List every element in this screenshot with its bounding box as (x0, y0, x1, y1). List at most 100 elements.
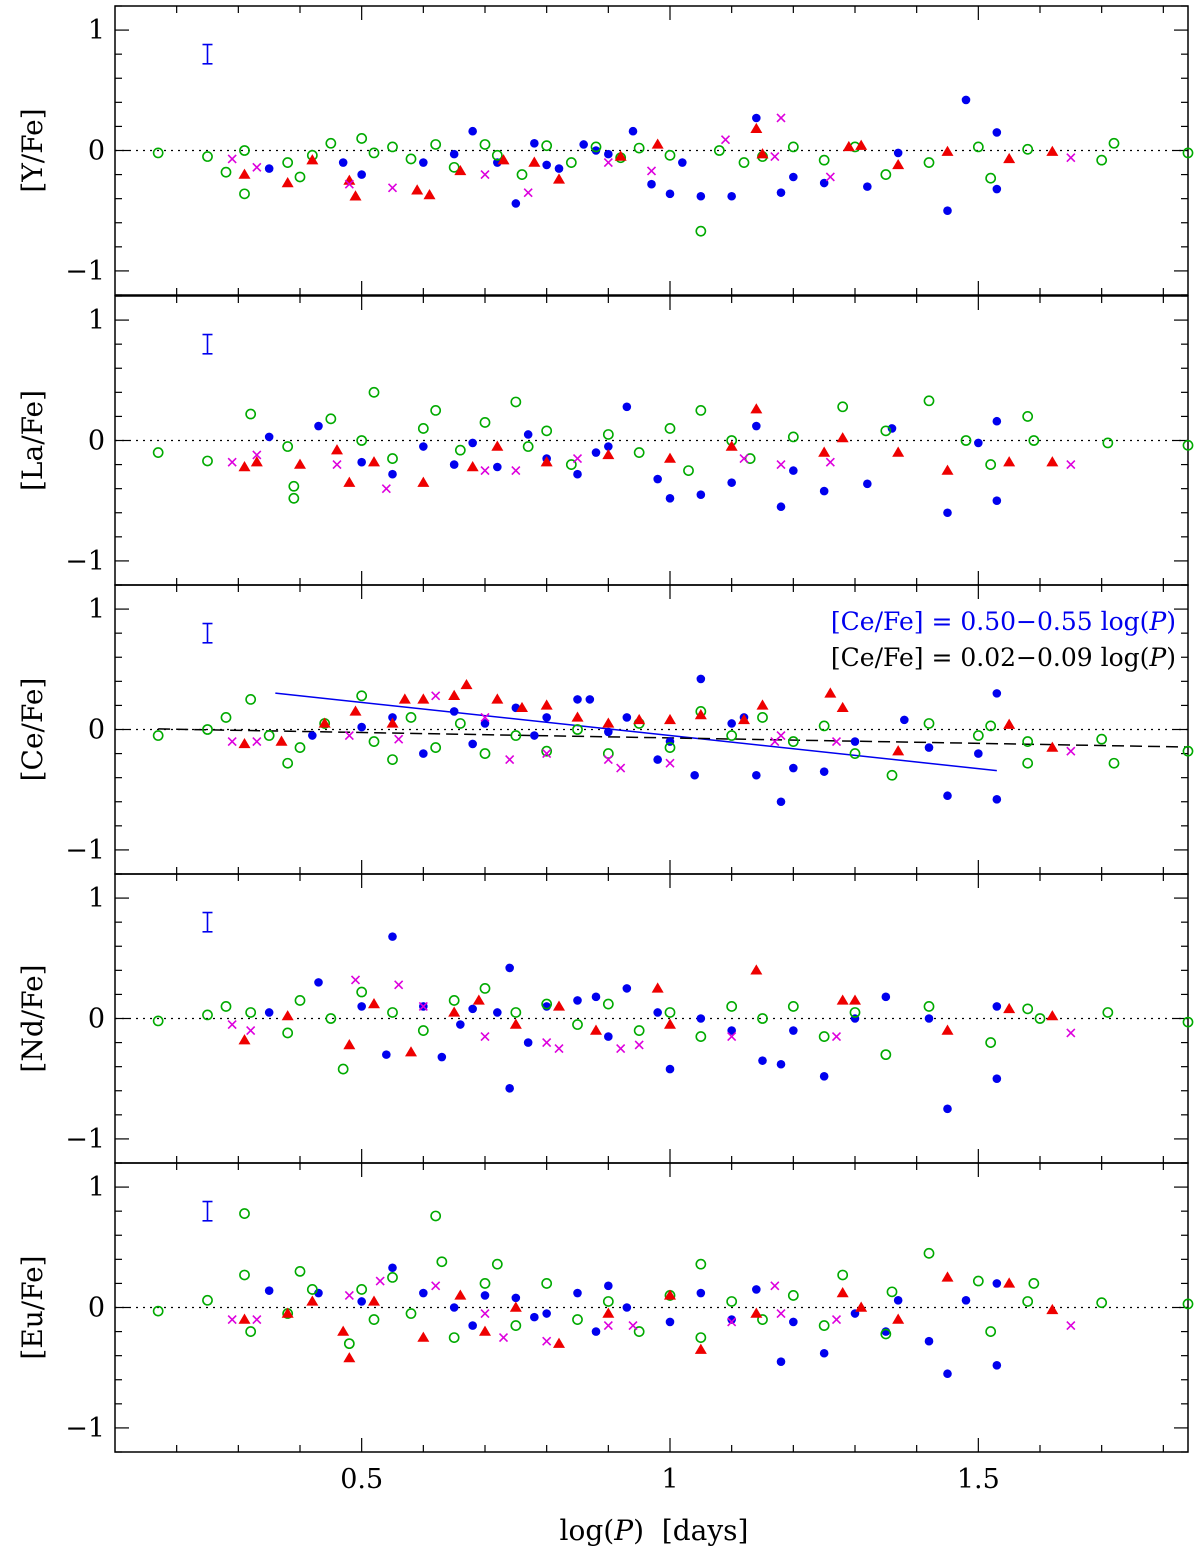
equation-prefix: [Ce/Fe] = 0.02−0.09 log( (831, 643, 1150, 672)
data-point-red (1003, 456, 1016, 467)
data-point-green (849, 1007, 861, 1018)
data-point-magenta (1066, 460, 1076, 470)
data-point-blue (456, 1020, 465, 1029)
data-point-blue (523, 1038, 533, 1047)
data-point-blue (449, 460, 459, 469)
panel-0: −1 0 1 [Y/Fe] (16, 5, 1194, 296)
data-point-green (448, 1332, 460, 1344)
data-point-red (590, 1024, 602, 1035)
data-point-blue (992, 1361, 1002, 1370)
data-point-green (985, 459, 997, 470)
data-point-green (960, 435, 972, 446)
data-point-magenta (227, 736, 237, 747)
data-point-red (368, 456, 380, 467)
data-point-red (553, 173, 565, 184)
data-point-blue (727, 191, 736, 201)
data-point-magenta (825, 172, 835, 182)
data-point-magenta (350, 975, 361, 985)
data-point-magenta (1066, 153, 1076, 163)
data-point-green (1028, 435, 1040, 446)
data-point-magenta (523, 188, 533, 198)
data-point-blue (992, 1074, 1002, 1084)
data-point-magenta (394, 734, 404, 744)
data-point-green (479, 417, 491, 428)
data-point-red (343, 1352, 356, 1363)
data-point-blue (480, 719, 490, 728)
y-tick-label: 0 (88, 715, 105, 746)
data-point-red (818, 446, 831, 457)
fit-equation-blue: [Ce/Fe] = 0.50−0.55 log(P) (831, 607, 1176, 636)
data-point-magenta (431, 1281, 441, 1291)
y-tick-label: −1 (65, 256, 105, 287)
data-point-green (479, 1278, 491, 1289)
data-point-red (491, 440, 504, 451)
data-point-green (602, 429, 614, 440)
data-point-green (572, 724, 583, 735)
data-point-blue (727, 1315, 736, 1324)
equation-variable: P (1148, 643, 1167, 672)
data-point-green (152, 447, 164, 458)
data-point-red (855, 1301, 868, 1312)
data-point-blue (992, 1002, 1002, 1011)
data-point-blue (622, 1303, 632, 1312)
data-point-blue (893, 1295, 903, 1305)
data-point-blue (653, 755, 662, 764)
data-point-green (787, 1290, 799, 1301)
data-point-blue (437, 1052, 447, 1062)
data-point-green (1108, 137, 1120, 149)
data-point-red (1003, 718, 1016, 729)
data-point-blue (900, 715, 909, 725)
data-point-red (386, 717, 399, 728)
data-point-green (1096, 1297, 1108, 1309)
data-point-red (368, 998, 380, 1009)
data-point-green (202, 455, 213, 467)
data-point-red (238, 460, 251, 472)
data-point-magenta (770, 151, 780, 162)
data-point-green (757, 1013, 768, 1024)
data-point-green (288, 492, 300, 504)
data-point-green (923, 718, 935, 729)
data-point-blue (591, 1327, 601, 1336)
data-point-magenta (603, 755, 613, 765)
data-point-green (985, 720, 997, 732)
data-point-green (818, 1031, 830, 1042)
data-point-red (941, 1271, 954, 1282)
data-point-red (250, 456, 263, 467)
data-point-green (880, 1049, 892, 1061)
data-point-red (750, 403, 763, 414)
y-tick-label: 0 (88, 136, 105, 167)
data-point-red (448, 689, 461, 700)
data-point-blue (992, 496, 1002, 506)
data-point-red (509, 1018, 522, 1029)
data-point-green (972, 1275, 984, 1287)
data-point-blue (992, 689, 1002, 698)
data-point-magenta (628, 1320, 638, 1331)
data-point-red (824, 687, 837, 698)
data-point-green (337, 1063, 349, 1075)
data-point-green (923, 1001, 935, 1012)
data-point-blue (943, 206, 952, 216)
data-point-red (281, 1307, 294, 1318)
data-point-red (423, 189, 436, 200)
data-point-green (220, 1001, 232, 1012)
data-point-red (281, 1010, 294, 1021)
data-point-green (849, 748, 861, 759)
data-point-red (368, 1295, 380, 1306)
data-point-magenta (498, 1333, 509, 1343)
data-point-red (602, 1307, 615, 1318)
data-point-blue (388, 469, 397, 479)
y-tick-label: −1 (65, 1413, 105, 1444)
data-point-green (294, 171, 306, 183)
data-point-green (602, 998, 614, 1010)
data-point-green (633, 142, 645, 154)
data-point-blue (622, 984, 632, 993)
data-point-red (318, 717, 331, 728)
data-point-green (923, 395, 935, 407)
y-tick-label: 0 (88, 1293, 105, 1324)
data-point-red (337, 1325, 350, 1336)
data-point-green (430, 139, 442, 150)
data-point-green (837, 1269, 849, 1281)
data-point-green (1096, 154, 1108, 166)
data-point-red (509, 1301, 522, 1312)
